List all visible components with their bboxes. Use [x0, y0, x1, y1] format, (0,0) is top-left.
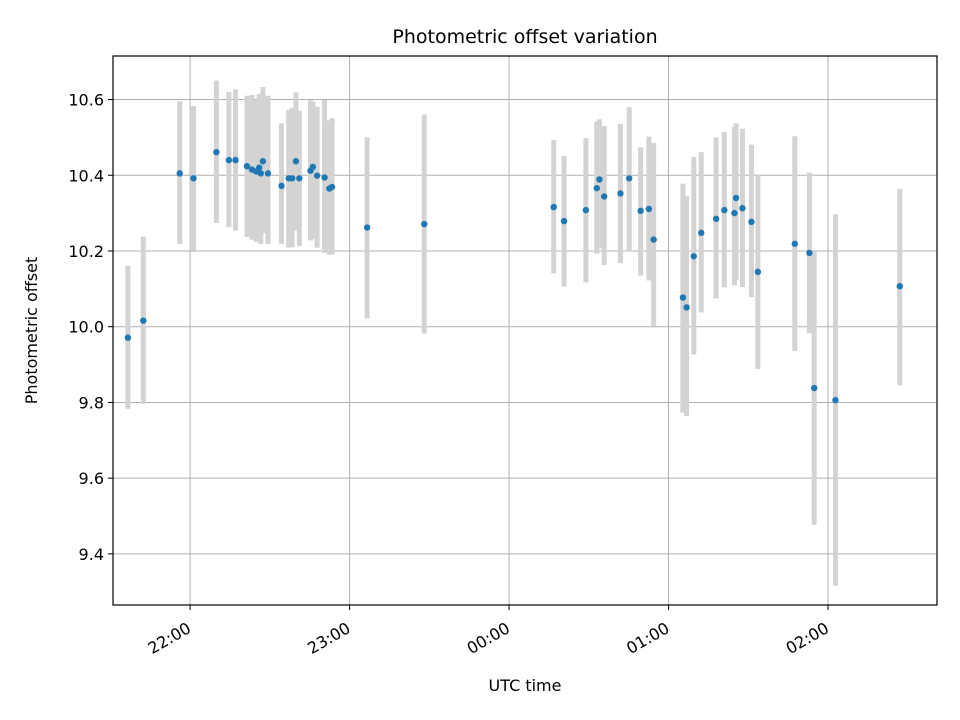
- data-point: [698, 229, 705, 237]
- data-point: [731, 209, 738, 217]
- data-point: [739, 205, 746, 212]
- data-point: [679, 294, 687, 301]
- data-point: [257, 170, 264, 177]
- y-axis-label: Photometric offset: [22, 257, 41, 405]
- data-point: [225, 156, 233, 164]
- data-point: [309, 163, 317, 171]
- x-axis-label: UTC time: [489, 676, 562, 695]
- data-point: [690, 253, 697, 260]
- data-point: [601, 193, 608, 200]
- data-point: [617, 190, 624, 197]
- data-point: [637, 207, 644, 215]
- x-tick-label: 02:00: [783, 618, 832, 658]
- data-point: [810, 384, 818, 392]
- y-tick-label: 10.0: [68, 318, 104, 337]
- y-ticks: 9.4 9.6 9.8 10.0 10.2 10.4 10.6: [68, 91, 113, 564]
- data-point: [292, 158, 300, 165]
- data-point: [593, 184, 600, 192]
- data-point: [683, 304, 690, 311]
- data-point: [278, 182, 285, 190]
- data-point: [550, 203, 557, 211]
- y-tick-label: 10.4: [68, 166, 104, 185]
- x-ticks: 22:00 23:00 00:00 01:00 02:00: [145, 605, 832, 658]
- data-point: [124, 334, 132, 341]
- data-point: [712, 215, 720, 223]
- x-tick-label: 00:00: [464, 618, 513, 658]
- y-tick-label: 10.2: [68, 242, 104, 261]
- data-point: [243, 162, 251, 170]
- x-tick-label: 01:00: [623, 618, 672, 658]
- x-gridlines: [189, 56, 829, 605]
- y-tick-label: 9.6: [79, 469, 104, 488]
- data-point: [650, 236, 657, 243]
- data-point: [754, 268, 762, 276]
- data-point: [328, 183, 336, 191]
- data-point: [321, 174, 328, 181]
- data-point: [176, 170, 183, 177]
- data-point: [748, 218, 755, 226]
- data-point: [596, 176, 603, 183]
- data-point: [232, 156, 239, 164]
- data-point: [140, 317, 147, 324]
- x-tick-label: 23:00: [304, 618, 353, 658]
- data-point: [255, 164, 263, 171]
- data-point: [421, 220, 428, 228]
- data-point: [582, 206, 590, 214]
- data-point: [363, 224, 371, 231]
- data-point: [645, 205, 653, 213]
- data-points: [124, 148, 903, 404]
- y-tick-label: 10.6: [68, 91, 104, 110]
- x-tick-label: 22:00: [145, 618, 194, 658]
- data-point: [560, 217, 568, 225]
- data-point: [213, 148, 220, 156]
- data-point: [296, 175, 303, 182]
- data-point: [288, 175, 296, 182]
- data-point: [259, 158, 267, 165]
- data-point: [791, 240, 798, 247]
- y-tick-label: 9.4: [79, 545, 104, 564]
- data-point: [264, 170, 272, 177]
- data-point: [732, 194, 740, 202]
- plot-frame: [112, 55, 938, 606]
- data-point: [625, 175, 633, 182]
- chart-title: Photometric offset variation: [392, 26, 657, 48]
- error-bars: [125, 80, 903, 586]
- data-point: [721, 206, 728, 214]
- y-tick-label: 9.8: [79, 393, 104, 412]
- data-point: [832, 396, 839, 404]
- data-point: [896, 283, 903, 290]
- data-point: [190, 175, 197, 182]
- data-point: [806, 249, 813, 257]
- data-point: [313, 172, 321, 179]
